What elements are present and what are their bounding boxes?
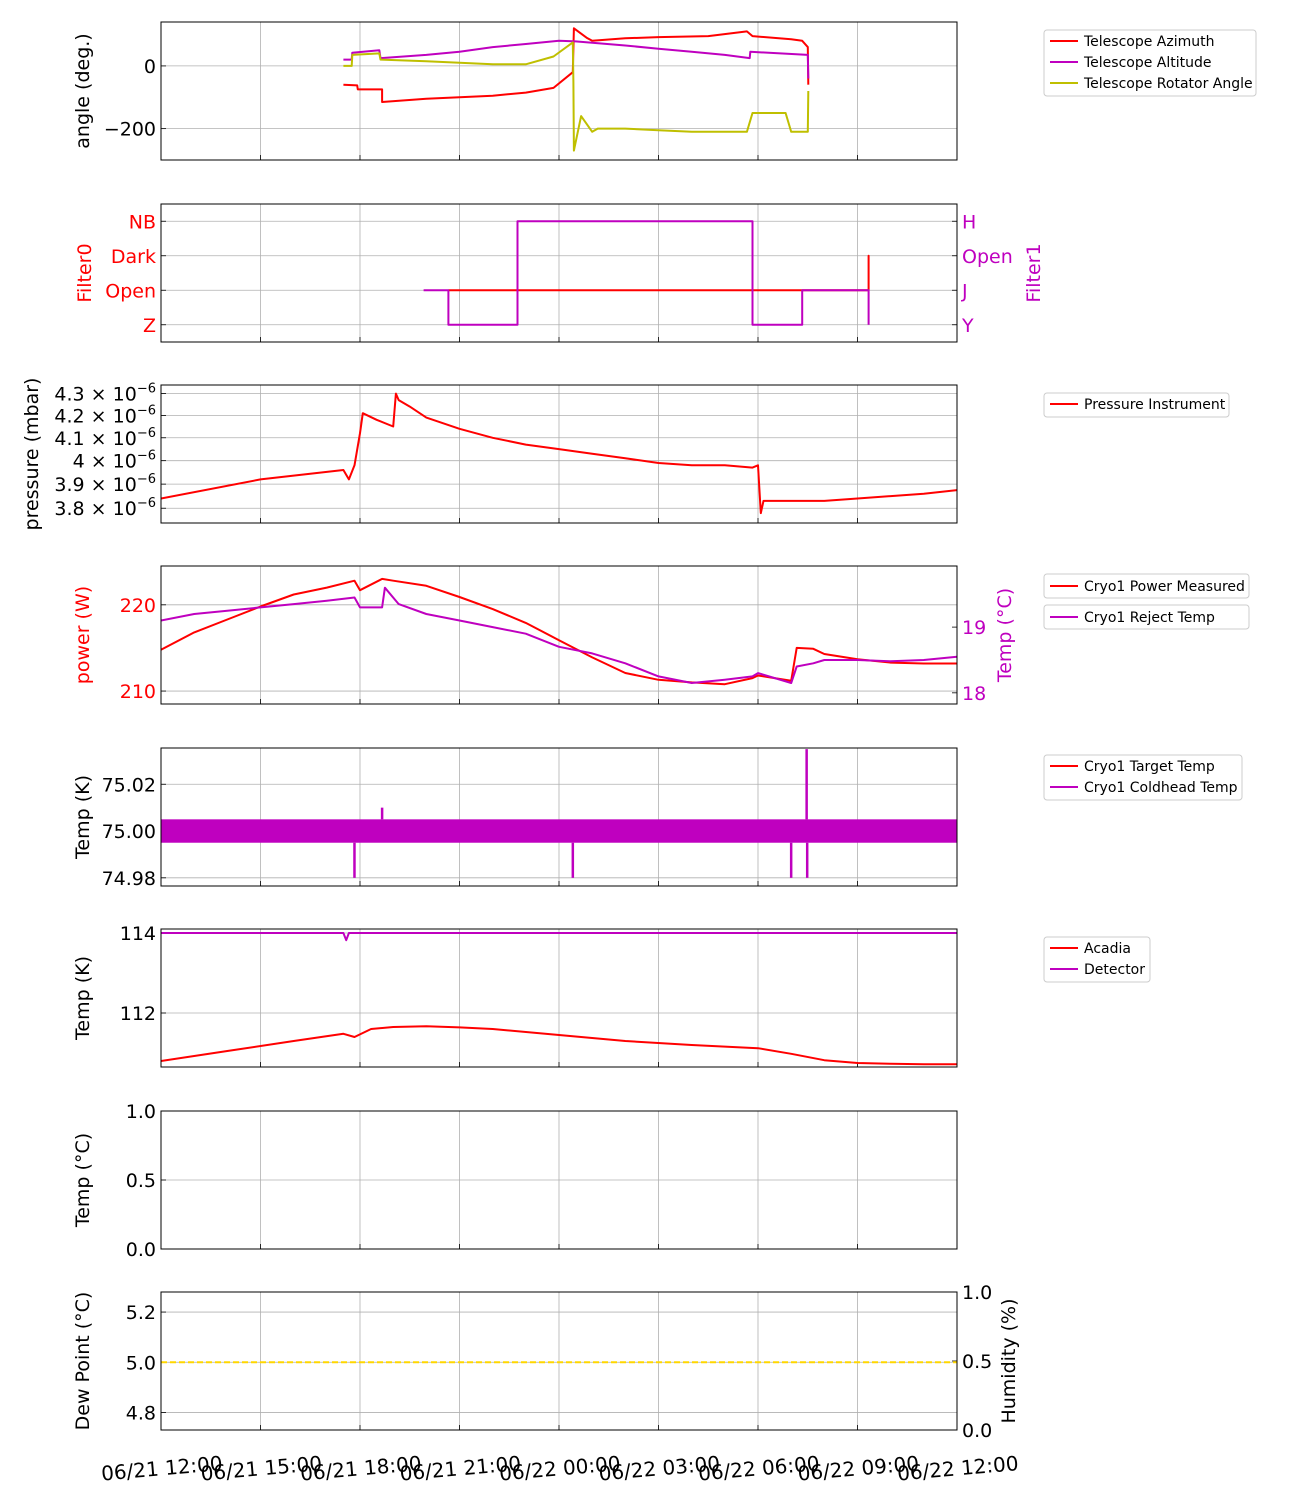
panel-7-frame	[160, 1110, 958, 1250]
panel-6-legend-label: Acadia	[1084, 941, 1131, 957]
panel-3-ytick-label: 4.2 × 10−6	[54, 403, 156, 427]
panel-1-frame	[160, 21, 958, 161]
panel-5-ytick-label: 75.02	[102, 774, 156, 796]
panel-8-ytick-label-right: 1.0	[962, 1282, 992, 1304]
panel-5-ytick-label: 74.98	[102, 868, 156, 890]
panel-8-ytick-label-right: 0.5	[962, 1351, 992, 1373]
panel-5-legend-label: Cryo1 Target Temp	[1084, 759, 1215, 775]
panel-6-ytick-label: 112	[120, 1003, 156, 1025]
panel-2-ytick-label-right: Y	[961, 315, 974, 337]
panel-5-series-cryo1-coldhead-temp-band	[161, 819, 957, 843]
panel-6-series-acadia	[161, 1025, 957, 1066]
panel-4-ylabel: power (W)	[72, 586, 94, 684]
panel-3-frame	[160, 384, 958, 524]
panel-4-ylabel-right: Temp (°C)	[994, 588, 1016, 683]
panel-8-ylabel: Dew Point (°C)	[72, 1292, 94, 1431]
panel-7-ytick-label: 0.0	[126, 1239, 156, 1261]
panel-2-ytick-label-right: H	[962, 211, 976, 233]
panel-8-ytick-label: 4.8	[126, 1402, 156, 1424]
panel-2-frame	[160, 203, 958, 343]
panel-5-ylabel: Temp (K)	[72, 775, 94, 860]
panel-4-ytick-label: 220	[120, 595, 156, 617]
panel-4-series-cryo1-reject-temp	[161, 586, 957, 684]
panel-2-ytick-label: NB	[129, 211, 156, 233]
panel-1-legend-box	[1043, 29, 1257, 97]
panel-2-ylabel-right: Filter1	[1023, 243, 1045, 302]
panel-8-ytick-label: 5.0	[126, 1352, 156, 1374]
panel-2-ytick-label: Z	[143, 315, 156, 337]
panel-4-legend-label: Cryo1 Reject Temp	[1084, 610, 1215, 626]
panel-2-series-filter0	[448, 254, 870, 292]
panel-3-legend-label: Pressure Instrument	[1084, 397, 1226, 413]
panel-3-series-pressure-instrument	[161, 392, 957, 515]
panel-6-series-detector	[161, 932, 957, 942]
panel-1-series-telescope-azimuth	[343, 27, 810, 103]
panel-4-legend-box	[1043, 604, 1250, 630]
panel-3-ytick-label: 4.1 × 10−6	[54, 426, 156, 450]
panel-7-ytick-label: 0.5	[126, 1170, 156, 1192]
panel-3-ylabel: pressure (mbar)	[21, 378, 43, 531]
panel-6-legend-label: Detector	[1084, 962, 1145, 978]
panel-4-ytick-label: 210	[120, 681, 156, 703]
panel-1-ytick-label: −200	[104, 119, 156, 141]
panel-4-ytick-label-right: 19	[962, 617, 986, 639]
panel-8-ylabel-right: Humidity (%)	[998, 1298, 1020, 1423]
panel-6-ylabel: Temp (K)	[72, 956, 94, 1041]
panel-2-ytick-label-right: J	[961, 280, 968, 302]
panel-3-ytick-label: 4.3 × 10−6	[54, 382, 156, 406]
panel-7-ytick-label: 1.0	[126, 1101, 156, 1123]
panel-2-ylabel: Filter0	[74, 243, 96, 302]
panel-4-legend-label: Cryo1 Power Measured	[1084, 579, 1245, 595]
panel-2-ytick-label: Dark	[111, 246, 156, 268]
panel-1-legend-label: Telescope Azimuth	[1083, 34, 1214, 50]
panel-2-ytick-label: Open	[105, 280, 156, 302]
panel-1-legend-label: Telescope Rotator Angle	[1083, 76, 1253, 92]
panel-4-frame	[160, 565, 958, 705]
panel-1-series-telescope-rotator-angle	[343, 41, 810, 152]
panel-3-ytick-label: 4 × 10−6	[73, 449, 156, 473]
panel-5-ytick-label: 75.00	[102, 821, 156, 843]
panel-4-ytick-label-right: 18	[962, 683, 986, 705]
panel-6-ytick-label: 114	[120, 923, 156, 945]
panel-1-ylabel: angle (deg.)	[72, 33, 94, 148]
panel-1-series-telescope-altitude	[343, 39, 810, 79]
panel-1-legend-label: Telescope Altitude	[1083, 55, 1212, 71]
panel-3-ytick-label: 3.8 × 10−6	[54, 496, 156, 520]
panel-7-ylabel: Temp (°C)	[72, 1133, 94, 1228]
panel-4-legend-box	[1043, 573, 1250, 599]
panel-8-ytick-label-right: 0.0	[962, 1420, 992, 1442]
panel-5-frame	[160, 747, 958, 887]
panel-5-legend-box	[1043, 754, 1243, 801]
panel-3-legend-box	[1043, 392, 1230, 418]
panel-4-series-cryo1-power-measured	[161, 577, 957, 686]
panel-2-series-filter1	[423, 220, 870, 326]
panel-5-legend-label: Cryo1 Coldhead Temp	[1084, 780, 1238, 796]
panel-3-ytick-label: 3.9 × 10−6	[54, 472, 156, 496]
panel-8-ytick-label: 5.2	[126, 1302, 156, 1324]
panel-6-frame	[160, 928, 958, 1068]
panel-8-frame	[160, 1291, 958, 1431]
panel-1-ytick-label: 0	[144, 56, 156, 78]
panel-2-ytick-label-right: Open	[962, 246, 1013, 268]
